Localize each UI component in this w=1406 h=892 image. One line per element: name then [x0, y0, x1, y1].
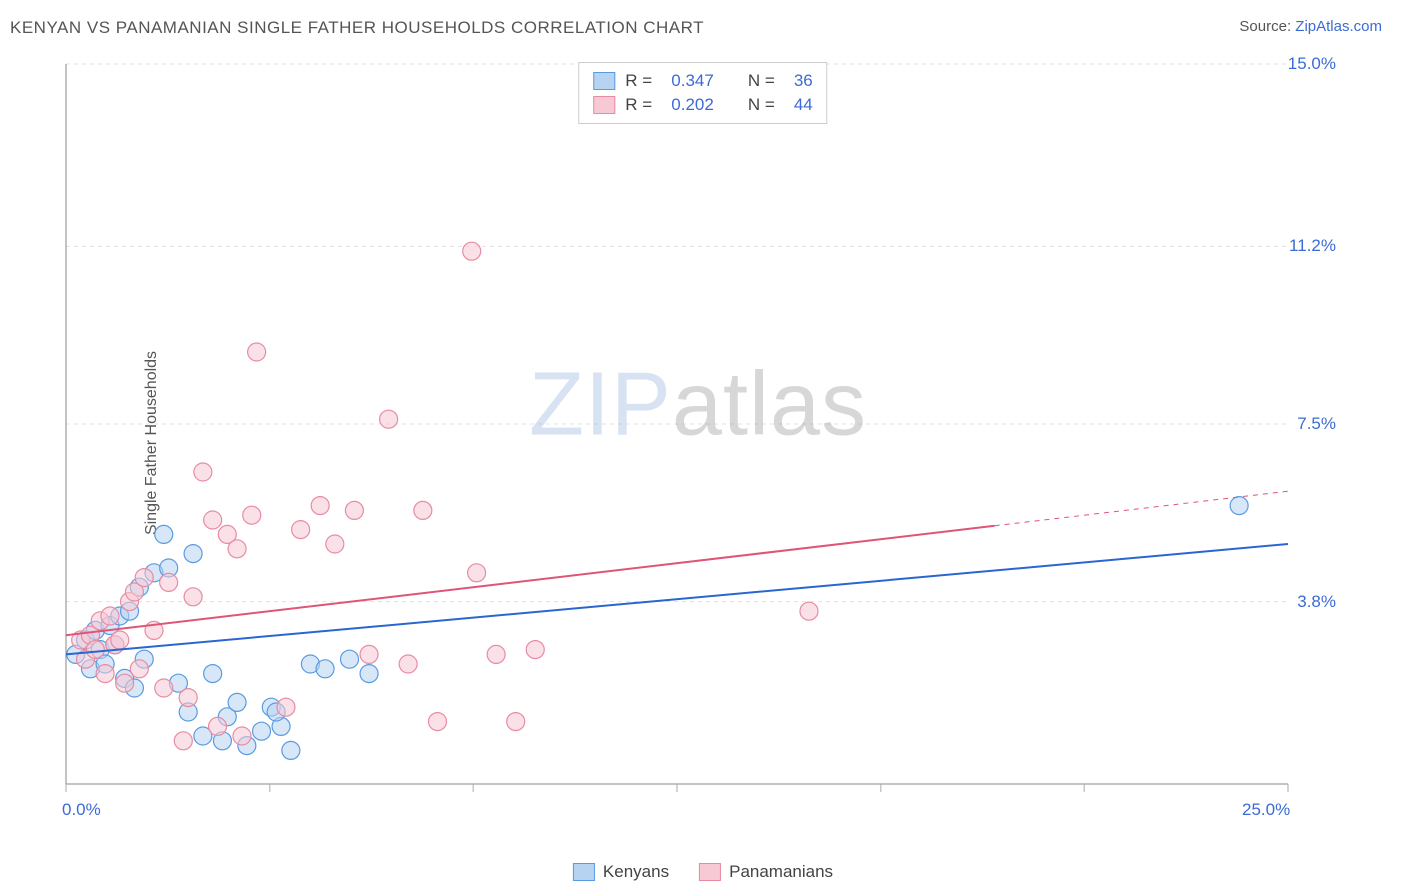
- legend-stat-row: R = 0.202 N = 44: [593, 93, 812, 117]
- source-prefix: Source:: [1239, 18, 1295, 35]
- x-tick-label: 25.0%: [1242, 800, 1290, 820]
- chart-container: KENYAN VS PANAMANIAN SINGLE FATHER HOUSE…: [0, 0, 1406, 892]
- chart-area: Single Father Households ZIPatlas 3.8%7.…: [48, 58, 1348, 828]
- legend-stats: R = 0.347 N = 36 R = 0.202 N = 44: [578, 62, 827, 124]
- legend-series-name: Panamanians: [729, 862, 833, 882]
- legend-series-item: Panamanians: [699, 862, 833, 882]
- legend-n-value: 36: [794, 71, 813, 91]
- x-tick-label: 0.0%: [62, 800, 101, 820]
- legend-series-name: Kenyans: [603, 862, 669, 882]
- legend-n-value: 44: [794, 95, 813, 115]
- y-tick-label: 7.5%: [1297, 414, 1336, 434]
- y-tick-label: 3.8%: [1297, 592, 1336, 612]
- legend-swatch: [573, 863, 595, 881]
- source-label: Source: ZipAtlas.com: [1239, 18, 1382, 35]
- y-tick-label: 15.0%: [1288, 54, 1336, 74]
- legend-swatch: [593, 96, 615, 114]
- scatter-plot: [48, 58, 1348, 828]
- y-tick-label: 11.2%: [1289, 236, 1336, 256]
- legend-stat-row: R = 0.347 N = 36: [593, 69, 812, 93]
- legend-r-value: 0.202: [671, 95, 714, 115]
- legend-swatch: [699, 863, 721, 881]
- source-link[interactable]: ZipAtlas.com: [1295, 18, 1382, 35]
- legend-r-label: R =: [625, 95, 661, 115]
- legend-series: Kenyans Panamanians: [573, 862, 833, 882]
- legend-series-item: Kenyans: [573, 862, 669, 882]
- legend-n-label: N =: [748, 95, 784, 115]
- legend-swatch: [593, 72, 615, 90]
- chart-title: KENYAN VS PANAMANIAN SINGLE FATHER HOUSE…: [10, 18, 704, 38]
- legend-r-label: R =: [625, 71, 661, 91]
- legend-r-value: 0.347: [671, 71, 714, 91]
- legend-n-label: N =: [748, 71, 784, 91]
